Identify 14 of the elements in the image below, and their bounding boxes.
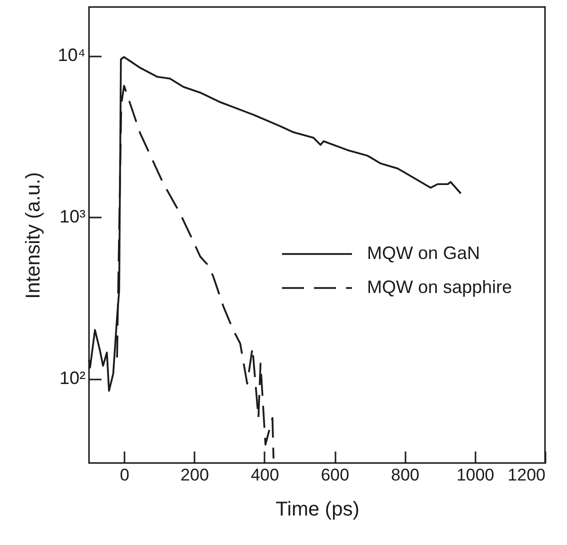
legend-label: MQW on sapphire — [367, 277, 512, 297]
y-tick-label: 10² — [59, 368, 86, 388]
x-tick-label: 1000 — [456, 466, 494, 484]
x-tick-label: 1200 — [508, 466, 546, 484]
x-tick-label: 0 — [120, 466, 130, 484]
y-axis-title: Intensity (a.u.) — [22, 172, 45, 299]
x-axis-title: Time (ps) — [276, 498, 360, 520]
x-tick-label: 600 — [320, 466, 350, 484]
x-tick-label: 800 — [391, 466, 420, 484]
x-tick-label: 400 — [250, 466, 280, 484]
x-tick-label: 200 — [180, 466, 209, 484]
legend-label: MQW on GaN — [367, 243, 480, 263]
y-tick-label: 10⁴ — [58, 45, 86, 66]
y-tick-label: 10³ — [59, 206, 86, 227]
